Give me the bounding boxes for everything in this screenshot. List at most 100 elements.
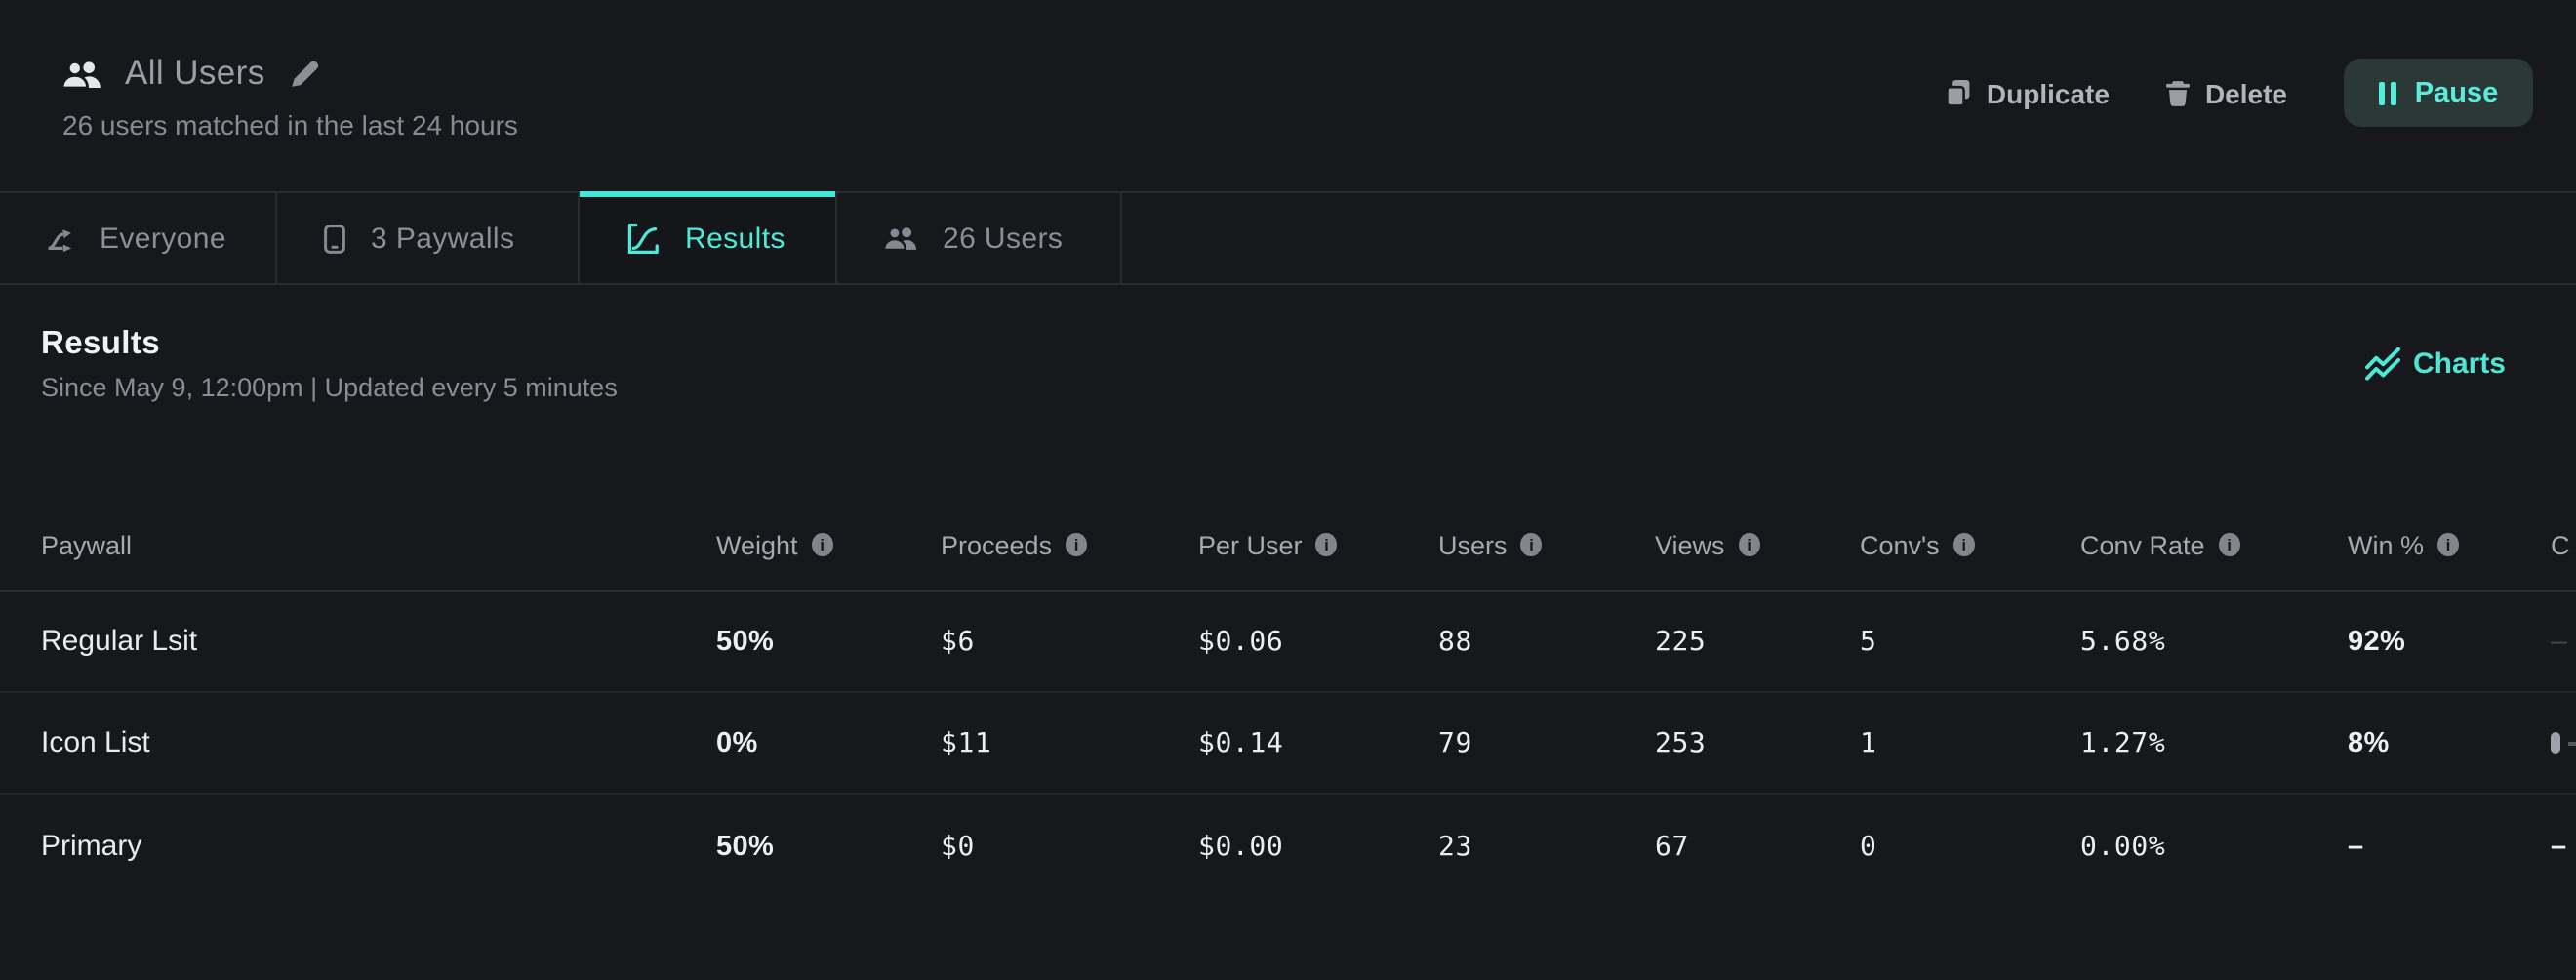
tab-results-label: Results [685, 222, 785, 255]
weight-cell: 0% [716, 727, 758, 758]
cutoff-cell: – [2551, 626, 2568, 657]
charts-icon [2365, 347, 2401, 381]
weight-cell: 50% [716, 831, 775, 862]
column-label: Users [1438, 530, 1508, 559]
page-title: All Users [125, 53, 265, 92]
users-cell: 88 [1438, 626, 1472, 657]
info-icon[interactable]: i [1520, 532, 1543, 557]
results-subtitle: Since May 9, 12:00pm | Updated every 5 m… [41, 373, 618, 402]
trash-icon [2165, 80, 2190, 105]
info-icon[interactable]: i [1315, 532, 1338, 557]
column-label: Views [1655, 530, 1725, 559]
pause-button[interactable]: Pause [2344, 59, 2533, 127]
column-label: Per User [1198, 530, 1303, 559]
delete-button[interactable]: Delete [2165, 77, 2287, 108]
column-header-users: Users i [1438, 530, 1655, 559]
convs-cell: 5 [1860, 626, 1877, 657]
header-actions: Duplicate Delete Pause [1946, 59, 2533, 127]
column-header-proceeds: Proceeds i [941, 530, 1198, 559]
users-icon [884, 226, 916, 250]
split-arrows-icon [48, 229, 72, 252]
info-icon[interactable]: i [2218, 532, 2240, 557]
campaign-title-row: All Users [62, 53, 320, 94]
tab-results[interactable]: Results [580, 191, 837, 283]
column-header-cutoff: C [2551, 530, 2576, 559]
column-label: Win % [2348, 530, 2425, 559]
users-cell: 23 [1438, 831, 1472, 862]
results-title: Results [41, 326, 161, 361]
weight-cell: 50% [716, 626, 775, 657]
column-label: Conv's [1860, 530, 1940, 559]
win-pct-cell: 8% [2348, 727, 2390, 758]
views-cell: 253 [1655, 727, 1707, 758]
info-icon[interactable]: i [1066, 532, 1088, 557]
per-user-cell: $0.06 [1198, 626, 1284, 657]
tab-everyone-label: Everyone [100, 222, 226, 255]
paywall-name: Icon List [41, 726, 150, 759]
proceeds-cell: $6 [941, 626, 975, 657]
tab-bar: Everyone 3 Paywalls Results [0, 191, 2576, 285]
column-header-conv-rate: Conv Rate i [2080, 530, 2348, 559]
duplicate-label: Duplicate [1986, 77, 2110, 108]
column-label: Proceeds [941, 530, 1053, 559]
charts-label: Charts [2412, 347, 2506, 381]
column-label: Conv Rate [2080, 530, 2205, 559]
confidence-dash-fragment [2568, 741, 2576, 745]
column-label: Weight [716, 530, 798, 559]
column-header-convs: Conv's i [1860, 530, 2080, 559]
column-label: C [2551, 530, 2570, 559]
proceeds-cell: $0 [941, 831, 975, 862]
info-icon[interactable]: i [1952, 532, 1975, 557]
column-header-per-user: Per User i [1198, 530, 1438, 559]
tab-paywalls-label: 3 Paywalls [371, 222, 515, 255]
matched-users-subtitle: 26 users matched in the last 24 hours [62, 109, 518, 141]
proceeds-cell: $11 [941, 727, 992, 758]
campaign-header: All Users 26 users matched in the last 2… [0, 0, 2576, 191]
column-label: Paywall [41, 530, 133, 559]
results-section-header: Results Since May 9, 12:00pm | Updated e… [0, 285, 2576, 500]
paywall-name: Regular Lsit [41, 625, 198, 658]
table-header-row: Paywall Weight i Proceeds i Per User i U… [0, 500, 2576, 592]
conv-rate-cell: 5.68% [2080, 626, 2166, 657]
per-user-cell: $0.14 [1198, 727, 1284, 758]
column-header-views: Views i [1655, 530, 1860, 559]
edit-title-button[interactable] [291, 59, 320, 88]
confidence-bar-fragment [2551, 732, 2560, 754]
duplicate-button[interactable]: Duplicate [1946, 77, 2110, 108]
delete-label: Delete [2204, 77, 2287, 108]
active-tab-indicator [580, 191, 835, 197]
tab-paywalls[interactable]: 3 Paywalls [277, 193, 580, 283]
views-cell: 67 [1655, 831, 1689, 862]
table-row[interactable]: Icon List 0% $11 $0.14 79 253 1 1.27% 8% [0, 693, 2576, 795]
convs-cell: 1 [1860, 727, 1877, 758]
tab-users-label: 26 Users [943, 222, 1064, 255]
column-header-weight: Weight i [716, 530, 941, 559]
info-icon[interactable]: i [811, 532, 833, 557]
info-icon[interactable]: i [2437, 532, 2460, 557]
pause-icon [2378, 81, 2397, 104]
paywall-name: Primary [41, 830, 142, 863]
charts-button[interactable]: Charts [2365, 347, 2506, 381]
results-table: Paywall Weight i Proceeds i Per User i U… [0, 500, 2576, 898]
pause-label: Pause [2414, 77, 2499, 108]
users-icon [62, 60, 101, 87]
table-row[interactable]: Primary 50% $0 $0.00 23 67 0 0.00% – – [0, 795, 2576, 898]
tab-everyone[interactable]: Everyone [0, 193, 277, 283]
cutoff-cell: – [2551, 831, 2567, 862]
table-row[interactable]: Regular Lsit 50% $6 $0.06 88 225 5 5.68%… [0, 592, 2576, 693]
win-pct-cell: – [2348, 831, 2364, 862]
phone-icon [324, 224, 345, 253]
info-icon[interactable]: i [1738, 532, 1760, 557]
column-header-paywall: Paywall [41, 530, 716, 559]
column-header-win-pct: Win % i [2348, 530, 2551, 559]
tab-users[interactable]: 26 Users [837, 193, 1122, 283]
conv-rate-cell: 0.00% [2080, 831, 2166, 862]
per-user-cell: $0.00 [1198, 831, 1284, 862]
views-cell: 225 [1655, 626, 1707, 657]
duplicate-icon [1946, 79, 1970, 106]
conv-rate-cell: 1.27% [2080, 727, 2166, 758]
cutoff-cell [2551, 732, 2576, 754]
convs-cell: 0 [1860, 831, 1877, 862]
chart-curve-icon [627, 223, 659, 253]
